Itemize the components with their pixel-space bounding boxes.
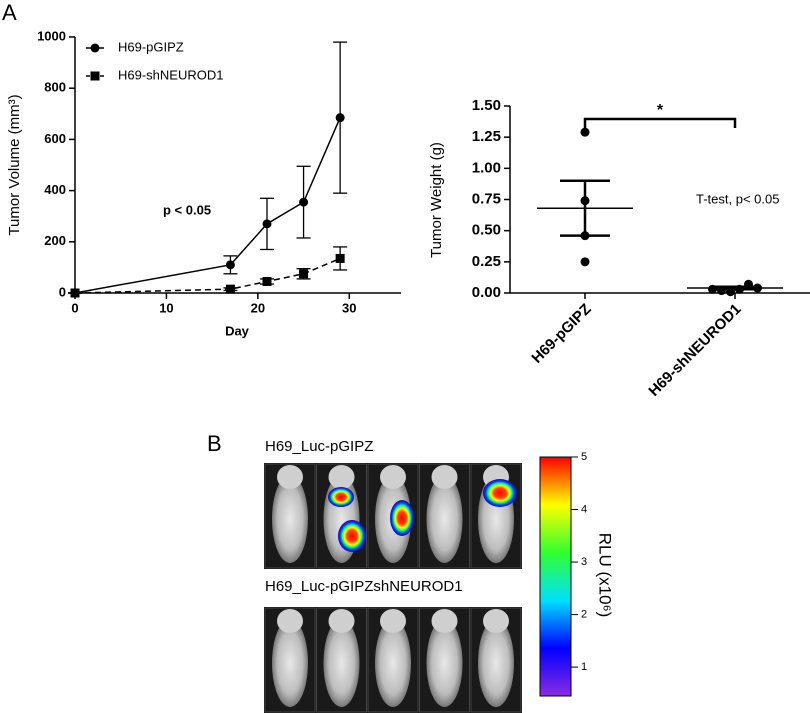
panel-label: B (207, 431, 222, 456)
legend-label: H69-pGIPZ (118, 39, 184, 54)
x-tick-label: H69-pGIPZ (528, 301, 594, 367)
y-tick-label: 0.25 (472, 253, 501, 270)
mouse-head (431, 465, 458, 489)
y-tick-label: 600 (44, 131, 66, 146)
marker (335, 253, 345, 263)
mouse-head (328, 465, 355, 489)
mouse (323, 619, 360, 707)
y-tick-label: 1.50 (472, 97, 501, 114)
point (717, 286, 726, 296)
x-tick-label: H69-shNEUROD1 (645, 301, 744, 400)
mouse (272, 475, 308, 563)
row-label: H69_Luc-pGIPZ (265, 438, 373, 455)
marker (225, 260, 235, 270)
significance: * (657, 102, 664, 119)
colorbar-label: RLU (x10⁶) (596, 533, 615, 617)
point (708, 284, 717, 294)
colorbar-tick-label: 4 (581, 503, 587, 515)
mouse-head (277, 465, 303, 489)
mouse-head (380, 609, 406, 633)
y-tick-label: 0.00 (472, 284, 501, 301)
y-tick-label: 0.75 (472, 190, 501, 207)
annotation: p < 0.05 (163, 202, 211, 217)
y-tick-label: 1000 (37, 28, 66, 43)
point (580, 257, 590, 267)
marker (299, 197, 309, 207)
point (580, 127, 590, 137)
point (580, 196, 590, 206)
legend-marker (90, 71, 100, 81)
colorbar-tick-label: 5 (581, 451, 587, 463)
mouse (426, 619, 463, 707)
y-tick-label: 1.25 (472, 128, 501, 145)
y-tick-label: 1.00 (472, 159, 501, 176)
mouse-head (380, 465, 406, 489)
point (580, 231, 590, 241)
legend-marker (90, 43, 100, 53)
y-tick-label: 200 (44, 233, 66, 248)
x-tick-label: 30 (342, 300, 356, 315)
x-tick-label: 0 (71, 300, 78, 315)
signal (390, 500, 414, 536)
mouse-head (483, 609, 509, 633)
y-tick-label: 0.50 (472, 222, 501, 239)
panel-label: A (2, 0, 17, 25)
colorbar (539, 456, 572, 697)
annotation: T-test, p< 0.05 (696, 191, 779, 206)
signal (483, 479, 517, 507)
y-tick-label: 800 (44, 80, 66, 95)
point (735, 284, 744, 294)
mouse (426, 475, 463, 563)
significance-bracket (583, 117, 737, 128)
mouse-head (431, 609, 458, 633)
signal (338, 520, 366, 552)
y-tick-label: 0 (59, 284, 66, 299)
point (744, 279, 753, 289)
y-axis-label: Tumor Volume (mm³) (6, 94, 23, 235)
colorbar-tick-label: 1 (581, 661, 587, 673)
marker (70, 288, 80, 298)
point (726, 287, 735, 297)
colorbar-tick-label: 2 (581, 608, 587, 620)
y-axis-label: Tumor Weight (g) (428, 142, 445, 258)
mouse (272, 619, 308, 707)
marker (225, 284, 235, 294)
mouse (478, 619, 514, 707)
mouse (375, 619, 411, 707)
y-tick-label: 400 (44, 182, 66, 197)
marker (335, 113, 345, 123)
marker (262, 276, 272, 286)
x-tick-label: 20 (251, 300, 265, 315)
mouse-head (277, 609, 303, 633)
row-label: H69_Luc-pGIPZshNEUROD1 (265, 578, 463, 595)
marker (262, 219, 272, 229)
colorbar-tick-label: 3 (581, 556, 587, 568)
legend-label: H69-shNEUROD1 (118, 67, 223, 82)
x-axis-label: Day (225, 323, 250, 338)
point (753, 283, 762, 293)
mouse-head (328, 609, 355, 633)
signal (328, 487, 354, 507)
x-tick-label: 10 (159, 300, 173, 315)
marker (299, 269, 309, 279)
